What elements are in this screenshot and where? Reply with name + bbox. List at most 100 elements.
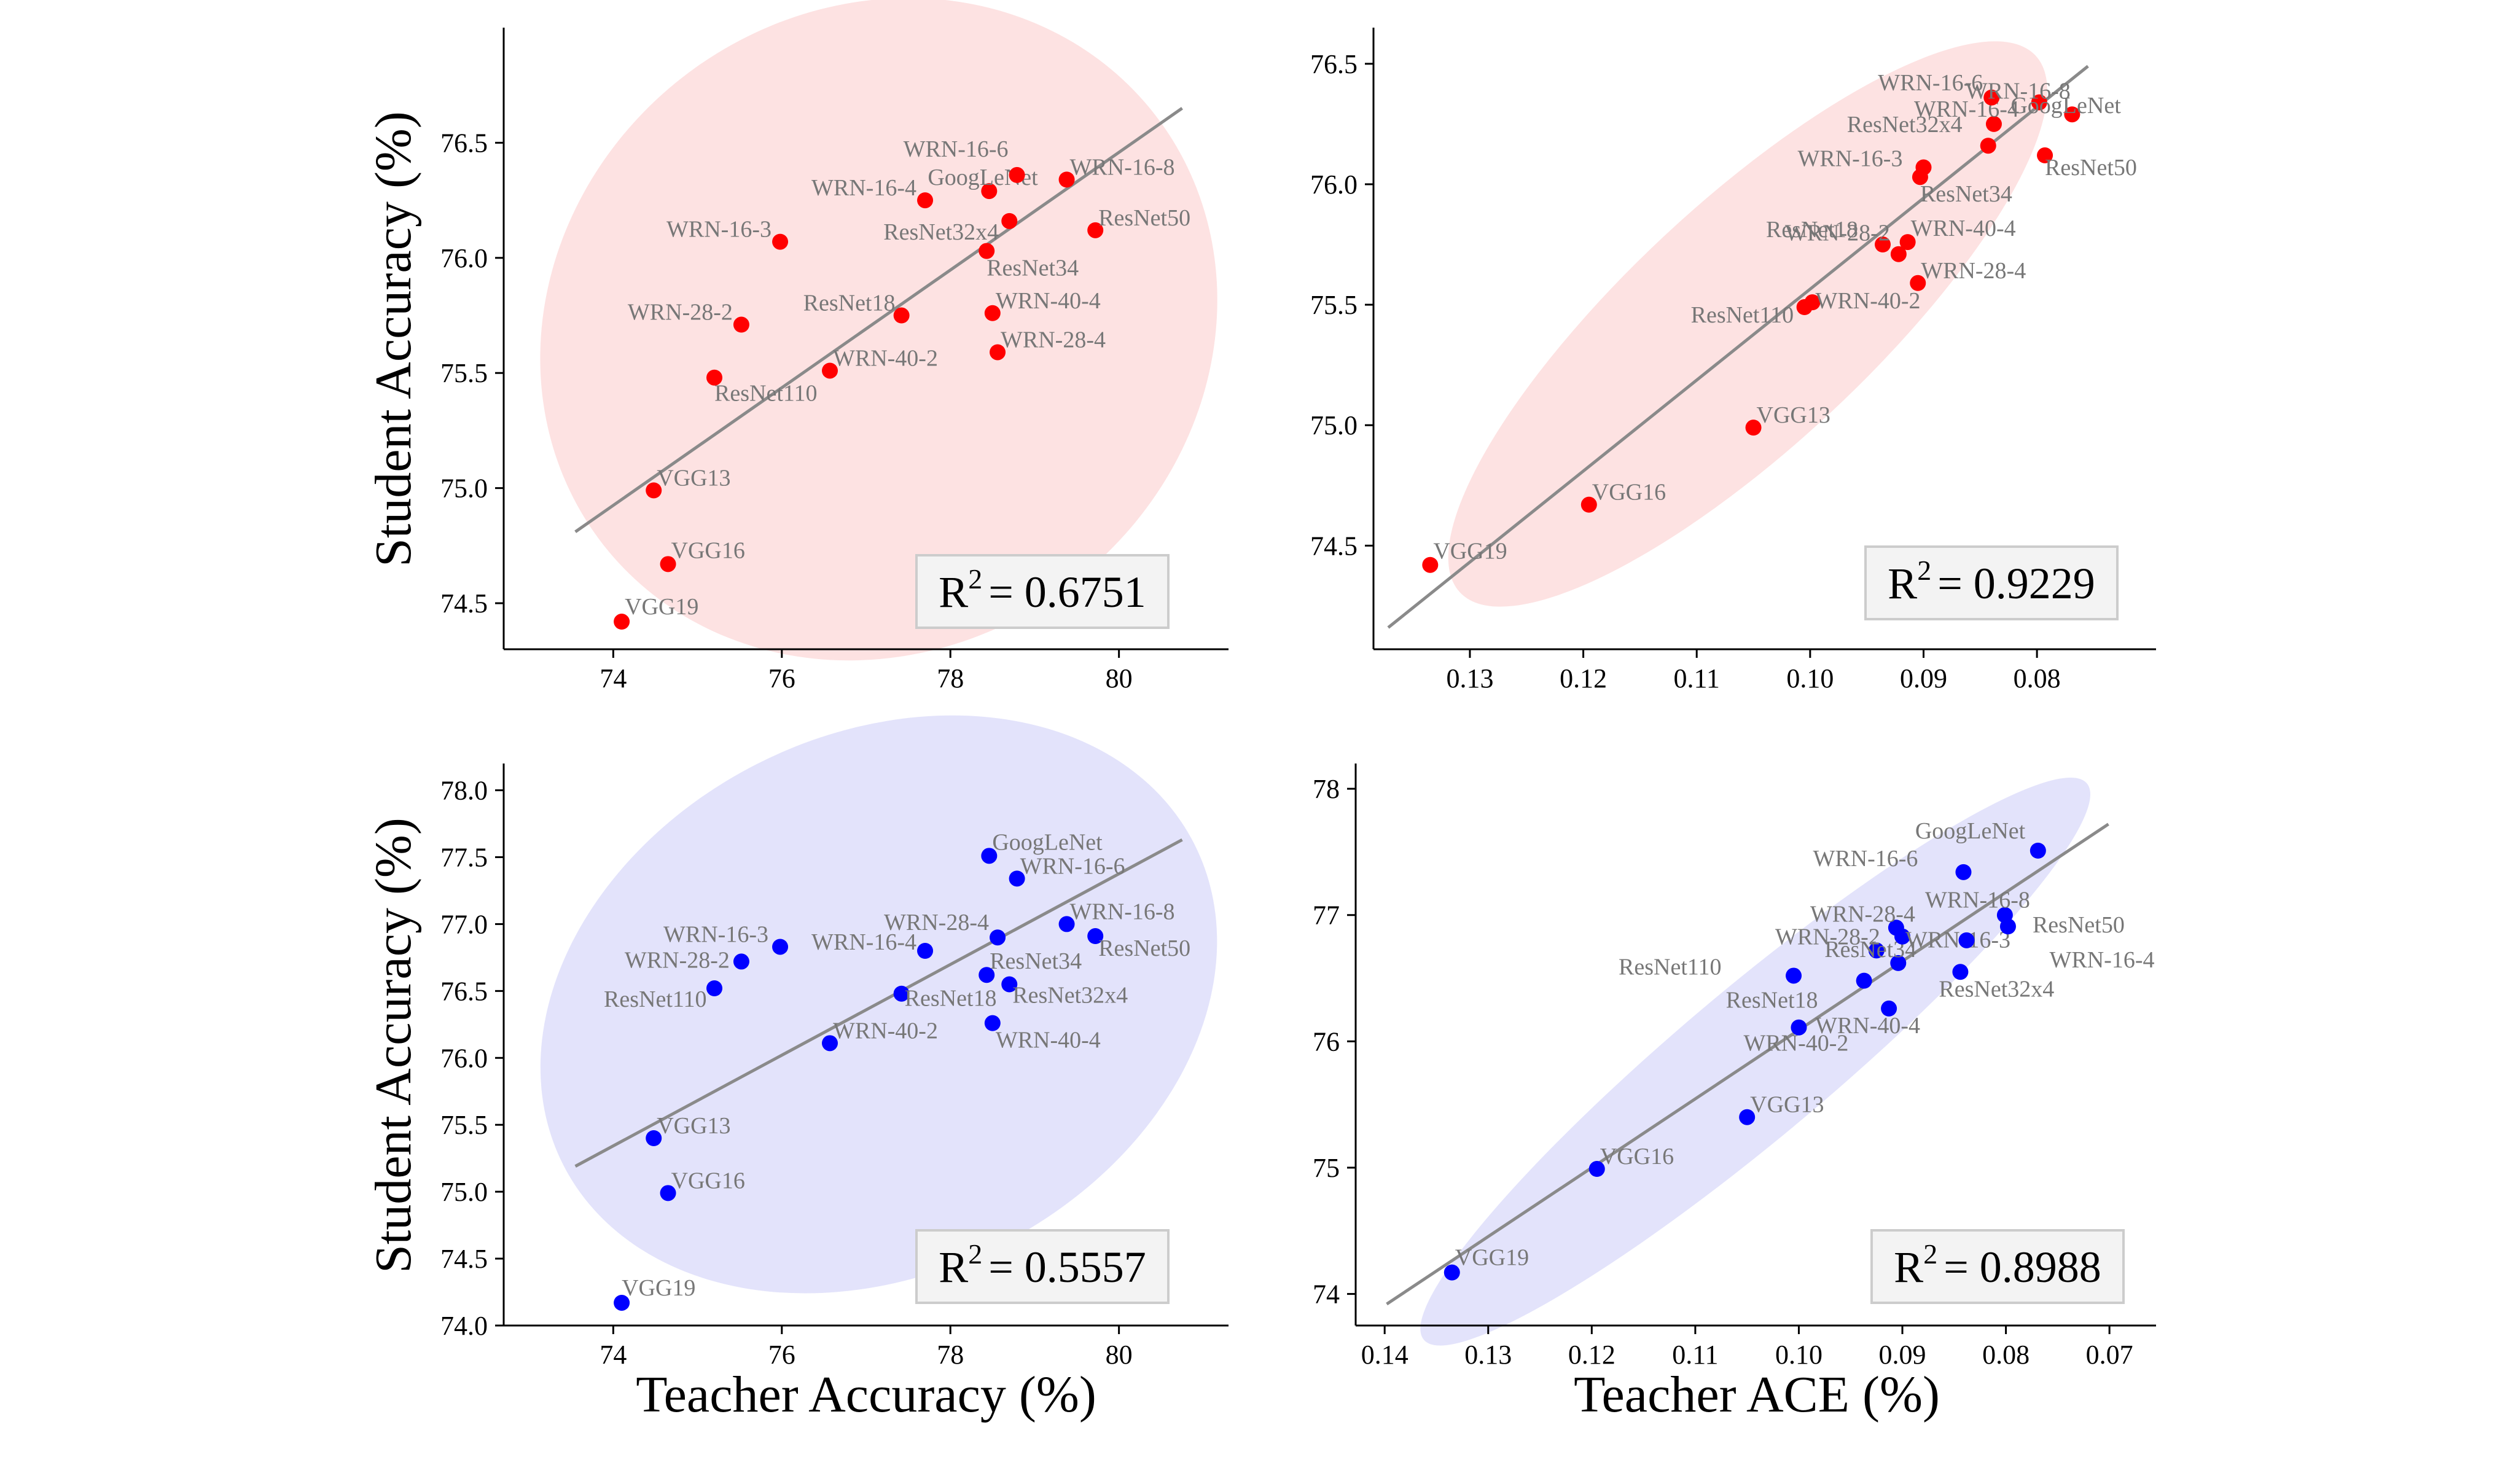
y-axis-title-bottom: Student Accuracy (%) [365, 818, 422, 1273]
point-label: WRN-28-4 [1810, 901, 1915, 927]
data-point [1739, 1109, 1756, 1125]
data-point [1087, 928, 1104, 945]
data-point [2031, 94, 2047, 111]
x-tick-label: 0.08 [1982, 1340, 2030, 1370]
data-point [1875, 236, 1891, 253]
data-point [1588, 1161, 1605, 1177]
y-tick-label: 74.5 [440, 588, 488, 619]
r-squared-symbol: R [939, 1243, 968, 1292]
point-label: WRN-16-4 [1914, 96, 2019, 122]
point-label: WRN-28-4 [884, 910, 989, 935]
point-label: ResNet50 [1098, 205, 1190, 231]
point-label: WRN-28-2 [625, 947, 730, 973]
x-tick-label: 0.13 [1464, 1340, 1512, 1370]
point-label: GoogLeNet [2010, 93, 2121, 119]
point-label: VGG19 [1455, 1245, 1529, 1271]
r-squared-symbol: R [939, 568, 968, 617]
data-point [1868, 942, 1885, 959]
data-point [1955, 864, 1972, 880]
r-squared-value: = 0.5557 [988, 1243, 1146, 1292]
x-tick-label: 0.14 [1361, 1340, 1408, 1370]
x-tick-label: 0.09 [1900, 663, 1947, 693]
data-point [646, 1130, 662, 1146]
y-tick-label: 77 [1313, 900, 1340, 931]
x-tick-label: 0.08 [2014, 663, 2061, 693]
data-point [1856, 972, 1872, 989]
point-label: ResNet110 [714, 381, 817, 407]
x-axis-title-right: Teacher ACE (%) [1574, 1366, 1940, 1423]
data-point [990, 929, 1006, 946]
point-label: VGG16 [671, 1168, 745, 1193]
panel-top-right: VGG19 VGG16 VGG13 ResNet110 WRN-40-2 ResNet18… [1310, 28, 2156, 693]
data-point [1058, 916, 1075, 932]
data-point [979, 243, 995, 259]
x-tick-label: 0.11 [1674, 663, 1720, 693]
x-axis-title-left: Teacher Accuracy (%) [636, 1366, 1096, 1423]
x-tick-label: 0.12 [1568, 1340, 1615, 1370]
point-label: WRN-16-3 [1905, 928, 2010, 953]
y-tick-label: 75.0 [440, 474, 488, 504]
data-point [1890, 955, 1907, 971]
x-tick-label: 74 [600, 1340, 627, 1370]
data-point [1087, 222, 1104, 238]
point-label: ResNet32x4 [1847, 112, 1963, 138]
data-point [1985, 115, 2002, 132]
data-point [1980, 138, 1996, 154]
panel-bottom-left: VGG19 VGG16 VGG13 ResNet110 WRN-28-2WRN-16-3… [440, 715, 1229, 1370]
data-point [1983, 89, 2000, 106]
r-squared-symbol: R [1894, 1243, 1923, 1292]
r-squared-value: = 0.6751 [988, 568, 1146, 617]
point-label: ResNet18 [803, 291, 896, 316]
point-label: ResNet34 [986, 256, 1079, 281]
r-squared-box [915, 554, 1170, 629]
y-tick-label: 75.0 [440, 1177, 488, 1207]
y-tick-label: 75.5 [440, 358, 488, 388]
data-point [772, 233, 789, 250]
point-label: VGG19 [622, 1275, 695, 1301]
point-label: ResNet18 [905, 986, 997, 1012]
data-point [1058, 171, 1075, 188]
data-point [1580, 496, 1597, 513]
x-tick-label: 74 [600, 663, 627, 693]
data-point [1791, 1019, 1807, 1036]
data-point [990, 344, 1006, 361]
point-label: WRN-40-2 [1816, 288, 1921, 314]
data-point [646, 482, 662, 499]
data-point [1422, 556, 1439, 573]
point-label: ResNet18 [1766, 217, 1858, 243]
data-point [1881, 1000, 1897, 1017]
data-point [1786, 967, 1802, 984]
data-point [822, 1035, 838, 1052]
r-squared-exponent: 2 [968, 563, 982, 595]
point-label: WRN-28-4 [1001, 327, 1106, 353]
point-label: WRN-28-2 [1775, 924, 1880, 950]
x-tick-label: 78 [937, 1340, 964, 1370]
data-point [1009, 870, 1025, 887]
data-point [981, 848, 998, 864]
point-label: WRN-16-4 [2050, 947, 2155, 973]
data-point [2037, 147, 2053, 163]
point-label: WRN-16-3 [1797, 146, 1902, 172]
x-tick-label: 80 [1106, 663, 1133, 693]
y-axis-title-top: Student Accuracy (%) [365, 111, 422, 567]
data-point [733, 953, 749, 970]
data-point [614, 614, 630, 630]
panel-bottom-right: VGG19 VGG16 VGG13 WRN-40-2 ResNet110ResNet18… [1313, 763, 2156, 1370]
data-point [822, 362, 838, 379]
confidence-ellipse [540, 0, 1217, 661]
point-label: WRN-40-4 [1815, 1013, 1920, 1039]
data-point [1804, 294, 1821, 311]
y-tick-label: 75 [1313, 1153, 1340, 1183]
data-point [893, 307, 910, 324]
data-point [1745, 420, 1762, 436]
data-point [772, 939, 789, 955]
x-tick-label: 0.10 [1775, 1340, 1823, 1370]
point-label: ResNet110 [604, 986, 706, 1012]
point-label: VGG19 [1433, 539, 1507, 564]
data-point [1444, 1264, 1460, 1281]
point-label: VGG19 [625, 594, 698, 620]
point-label: GoogLeNet [1915, 818, 2026, 844]
point-label: VGG13 [657, 465, 730, 491]
point-label: WRN-16-8 [1925, 888, 2030, 913]
